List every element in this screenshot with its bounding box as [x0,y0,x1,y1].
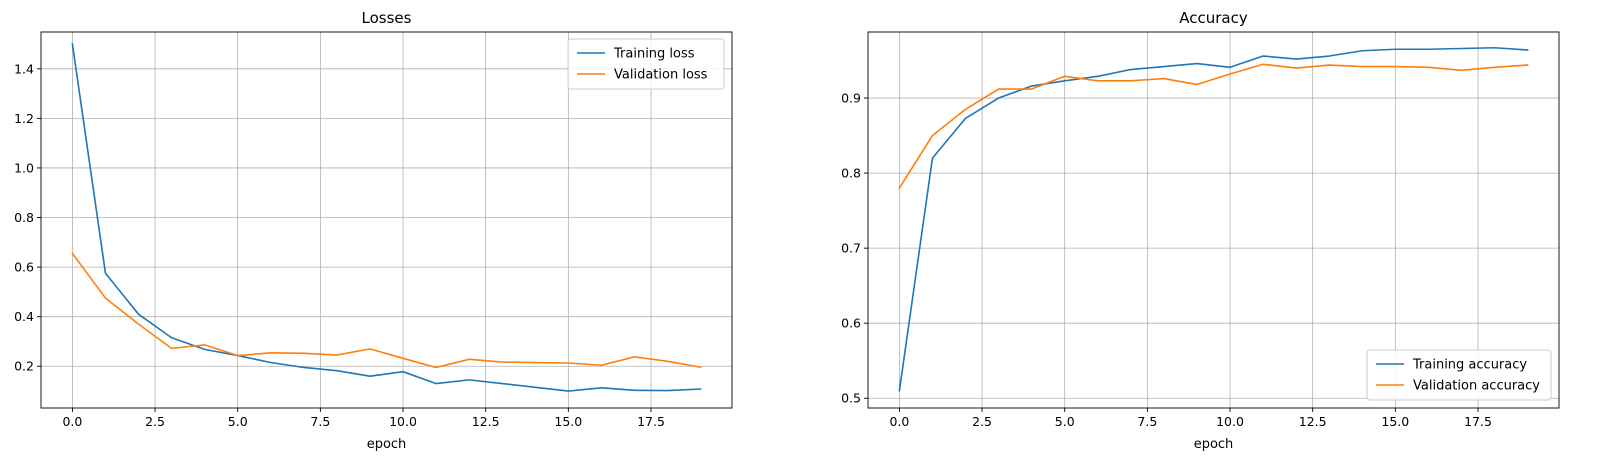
y-tick-label: 0.6 [841,316,861,331]
legend-label: Validation accuracy [1413,379,1540,394]
legend-label: Training loss [613,47,695,62]
x-tick-label: 0.0 [62,414,82,429]
legend: Training accuracy Validation accuracy [1366,349,1552,401]
y-tick-label: 0.7 [841,241,861,256]
x-tick-label: 17.5 [637,414,665,429]
x-tick-label: 12.5 [1299,414,1327,429]
y-tick-label: 1.4 [14,61,34,76]
series-line-training-accuracy [898,46,1529,392]
legend-label: Validation loss [614,68,708,83]
y-tick-label: 0.9 [841,91,861,106]
chart-1-group: 0.0 2.5 5.0 7.5 10.0 12.5 15.0 17.5 0.5 0.6 0.7 0.8… [841,9,1560,452]
x-tick-label: 7.5 [310,414,330,429]
x-tick-label: 5.0 [228,414,248,429]
axes-frame [40,31,733,409]
chart-title: Accuracy [1179,9,1248,27]
x-tick-label: 10.0 [389,414,417,429]
y-tick-label: 0.2 [14,359,34,374]
x-axis-label: epoch [367,437,407,452]
x-axis-label: epoch [1194,437,1234,452]
chart-title: Losses [362,9,412,27]
x-tick-label: 15.0 [1381,414,1409,429]
y-tick-label: 1.2 [14,111,34,126]
y-tick-label: 1.0 [14,160,34,175]
x-tick-label: 2.5 [145,414,165,429]
y-tick-label: 0.5 [841,391,861,406]
x-tick-label: 0.0 [889,414,909,429]
series-line-training-loss [71,43,702,392]
y-tick-label: 0.6 [14,260,34,275]
legend: Training loss Validation loss [567,38,725,90]
legend-box [567,38,725,90]
x-tick-label: 2.5 [972,414,992,429]
y-tick-label: 0.8 [14,210,34,225]
x-tick-label: 12.5 [472,414,500,429]
x-tick-label: 10.0 [1216,414,1244,429]
legend-box [1366,349,1552,401]
y-tick-label: 0.8 [841,166,861,181]
axes-frame [867,31,1560,409]
y-tick-label: 0.4 [14,309,34,324]
series-line-validation-accuracy [898,63,1529,190]
x-tick-label: 15.0 [554,414,582,429]
chart-0-group: 0.0 2.5 5.0 7.5 10.0 12.5 15.0 17.5 0.2 0.4 0.6 0.8… [14,9,733,452]
x-tick-label: 5.0 [1055,414,1075,429]
legend-label: Training accuracy [1412,358,1527,373]
x-tick-label: 7.5 [1137,414,1157,429]
series-line-validation-loss [71,252,702,369]
x-tick-label: 17.5 [1464,414,1492,429]
